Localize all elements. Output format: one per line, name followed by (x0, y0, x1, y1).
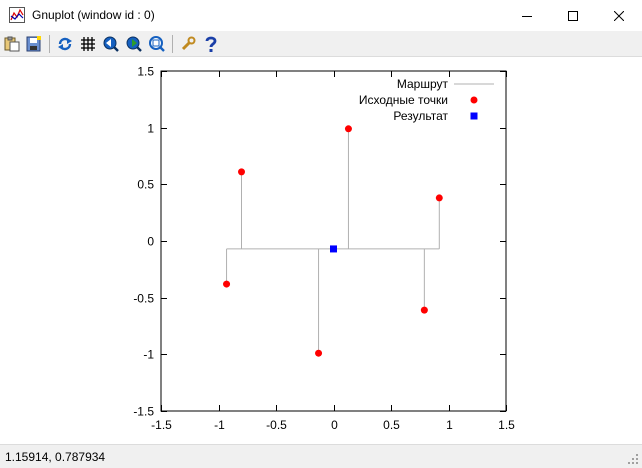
gnuplot-app-icon (9, 7, 25, 23)
source-point (435, 194, 443, 202)
minimize-button[interactable] (504, 0, 550, 31)
close-icon (614, 10, 624, 21)
maximize-button[interactable] (550, 0, 596, 31)
cursor-coordinates: 1.15914, 0.787934 (5, 450, 106, 464)
zoom-previous-icon (103, 36, 119, 52)
legend-label: Результат (393, 109, 448, 123)
legend-source-sample (470, 96, 478, 104)
resize-gripper-icon[interactable] (627, 453, 639, 465)
x-tick-label: 0 (331, 418, 338, 432)
close-button[interactable] (596, 0, 642, 31)
y-tick-label: -1 (143, 348, 154, 362)
x-tick-label: 1.5 (498, 418, 515, 432)
zoom-next-button[interactable] (125, 35, 143, 53)
legend-label: Исходные точки (359, 93, 448, 107)
status-bar: 1.15914, 0.787934 (0, 444, 642, 468)
grid-icon (81, 37, 95, 51)
result-point (330, 245, 337, 253)
zoom-previous-button[interactable] (102, 35, 120, 53)
help-icon (205, 36, 217, 52)
wrench-icon (181, 36, 196, 51)
x-tick-label: -0.5 (266, 418, 287, 432)
x-tick-label: 0.5 (383, 418, 400, 432)
x-tick-label: -1.5 (151, 418, 172, 432)
refresh-icon (58, 37, 72, 51)
source-point (344, 125, 352, 133)
clipboard-icon (4, 36, 20, 52)
y-tick-label: 1.5 (137, 65, 154, 79)
window-title: Gnuplot (window id : 0) (32, 8, 155, 22)
copy-to-clipboard-button[interactable] (3, 35, 21, 53)
replot-button[interactable] (56, 35, 74, 53)
options-button[interactable] (179, 35, 197, 53)
x-tick-label: -1 (214, 418, 225, 432)
source-point (420, 306, 428, 314)
title-bar[interactable]: Gnuplot (window id : 0) (0, 0, 642, 31)
toolbar-separator (49, 35, 50, 53)
y-tick-label: 1 (147, 122, 154, 136)
plot-canvas[interactable]: -1.5 -1 -0.5 0 0.5 1 1.5 1.5 1 0.5 0 -0.5 -1 -1.5 Мар… (0, 57, 642, 444)
print-button[interactable] (25, 35, 43, 53)
plot-border (160, 70, 507, 412)
y-tick-label: -0.5 (133, 292, 154, 306)
help-button[interactable] (202, 35, 220, 53)
printer-icon (26, 36, 41, 52)
legend-label: Маршрут (397, 77, 449, 91)
y-tick-label: -1.5 (133, 405, 154, 419)
x-tick-label: 1 (446, 418, 453, 432)
source-point (223, 280, 231, 288)
plot-svg: -1.5 -1 -0.5 0 0.5 1 1.5 1.5 1 0.5 0 -0.5 -1 -1.5 Мар… (133, 65, 515, 433)
grid-button[interactable] (79, 35, 97, 53)
minimize-icon (522, 15, 532, 17)
toolbar (0, 31, 642, 57)
maximize-icon (568, 10, 578, 21)
y-tick-label: 0 (147, 235, 154, 249)
source-point (315, 349, 323, 357)
zoom-fit-icon (149, 36, 165, 52)
y-tick-label: 0.5 (137, 178, 154, 192)
source-point (238, 168, 245, 176)
toolbar-separator (172, 35, 173, 53)
autoscale-button[interactable] (148, 35, 166, 53)
zoom-next-icon (126, 36, 142, 52)
legend-result-sample (470, 112, 478, 120)
